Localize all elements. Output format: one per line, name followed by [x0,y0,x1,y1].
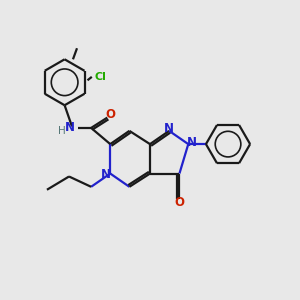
Text: O: O [105,108,115,121]
Text: H: H [58,126,65,136]
Text: Cl: Cl [95,72,106,82]
Text: N: N [64,121,75,134]
Text: N: N [101,168,111,181]
Text: O: O [174,196,184,209]
Text: N: N [164,122,174,135]
Text: N: N [187,136,197,149]
